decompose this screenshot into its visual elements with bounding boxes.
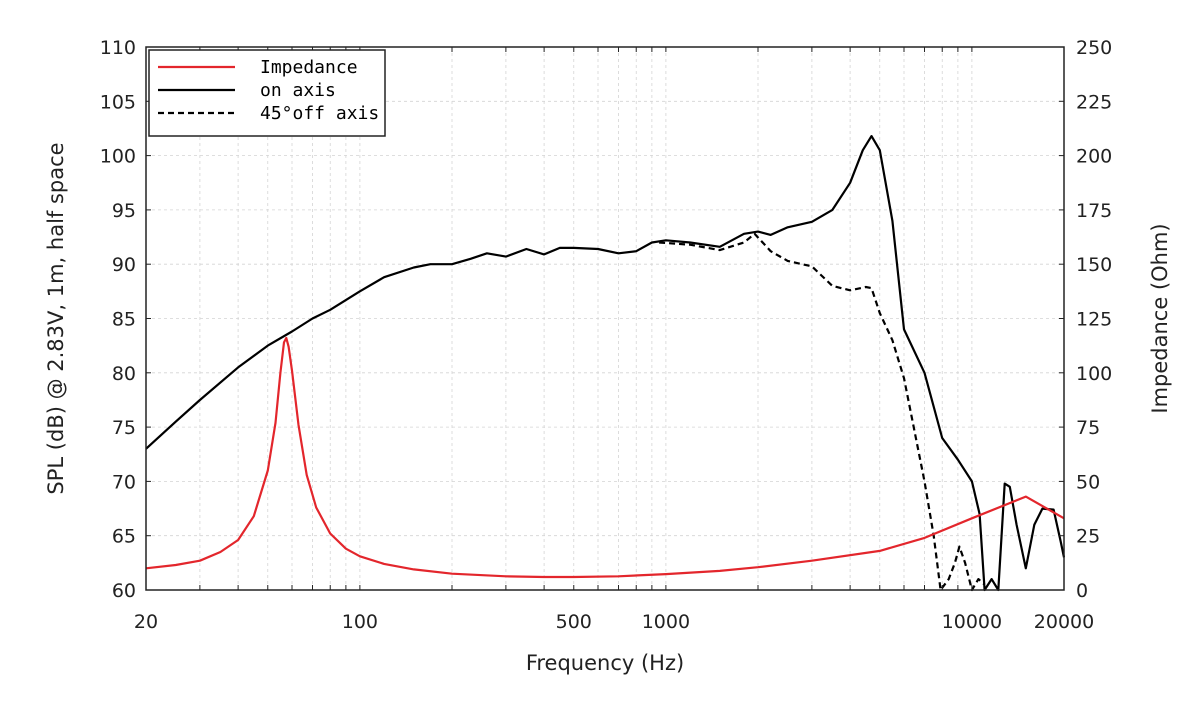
- x-axis-title: Frequency (Hz): [526, 651, 684, 675]
- x-tick-label: 20000: [1034, 611, 1094, 633]
- legend-label: Impedance: [260, 57, 358, 78]
- y-axis-right-title: Impedance (Ohm): [1148, 223, 1172, 413]
- y-left-tick-label: 70: [112, 471, 136, 493]
- y-right-tick-label: 225: [1076, 91, 1112, 113]
- x-tick-label: 1000: [642, 611, 690, 633]
- y-right-tick-label: 125: [1076, 309, 1112, 331]
- y-left-tick-label: 85: [112, 309, 136, 331]
- y-right-tick-label: 100: [1076, 363, 1112, 385]
- y-right-tick-label: 200: [1076, 146, 1112, 168]
- series-layer: [145, 135, 1066, 592]
- legend-label: 45°off axis: [260, 103, 379, 124]
- y-right-tick-label: 25: [1076, 526, 1100, 548]
- y-right-tick-label: 175: [1076, 200, 1112, 222]
- x-tick-label: 500: [556, 611, 592, 633]
- y-left-tick-label: 65: [112, 526, 136, 548]
- y-left-tick-label: 100: [100, 146, 136, 168]
- y-left-tick-label: 75: [112, 417, 136, 439]
- y-right-tick-label: 150: [1076, 254, 1112, 276]
- y-left-tick-label: 105: [100, 91, 136, 113]
- legend-label: on axis: [260, 80, 336, 101]
- y-left-tick-label: 80: [112, 363, 136, 385]
- y-right-tick-label: 50: [1076, 471, 1100, 493]
- series-line-0: [145, 336, 1065, 579]
- x-tick-label: 20: [134, 611, 158, 633]
- series-line-2: [659, 232, 986, 592]
- legend-box: [148, 49, 386, 137]
- x-tick-label: 10000: [942, 611, 1002, 633]
- y-left-tick-label: 60: [112, 580, 136, 602]
- y-right-tick-label: 0: [1076, 580, 1088, 602]
- y-left-tick-label: 110: [100, 37, 136, 59]
- y-right-tick-label: 75: [1076, 417, 1100, 439]
- y-left-tick-label: 95: [112, 200, 136, 222]
- series-line-1: [145, 135, 1066, 592]
- y-left-tick-label: 90: [112, 254, 136, 276]
- x-tick-label: 100: [342, 611, 378, 633]
- y-right-tick-label: 250: [1076, 37, 1112, 59]
- tick-layer: 60 65 70 75 80 85 90 95 100 105 110 0 25 50 75 100 125 15…: [100, 37, 1113, 633]
- y-axis-left-title: SPL (dB) @ 2.83V, 1m, half space: [44, 142, 68, 494]
